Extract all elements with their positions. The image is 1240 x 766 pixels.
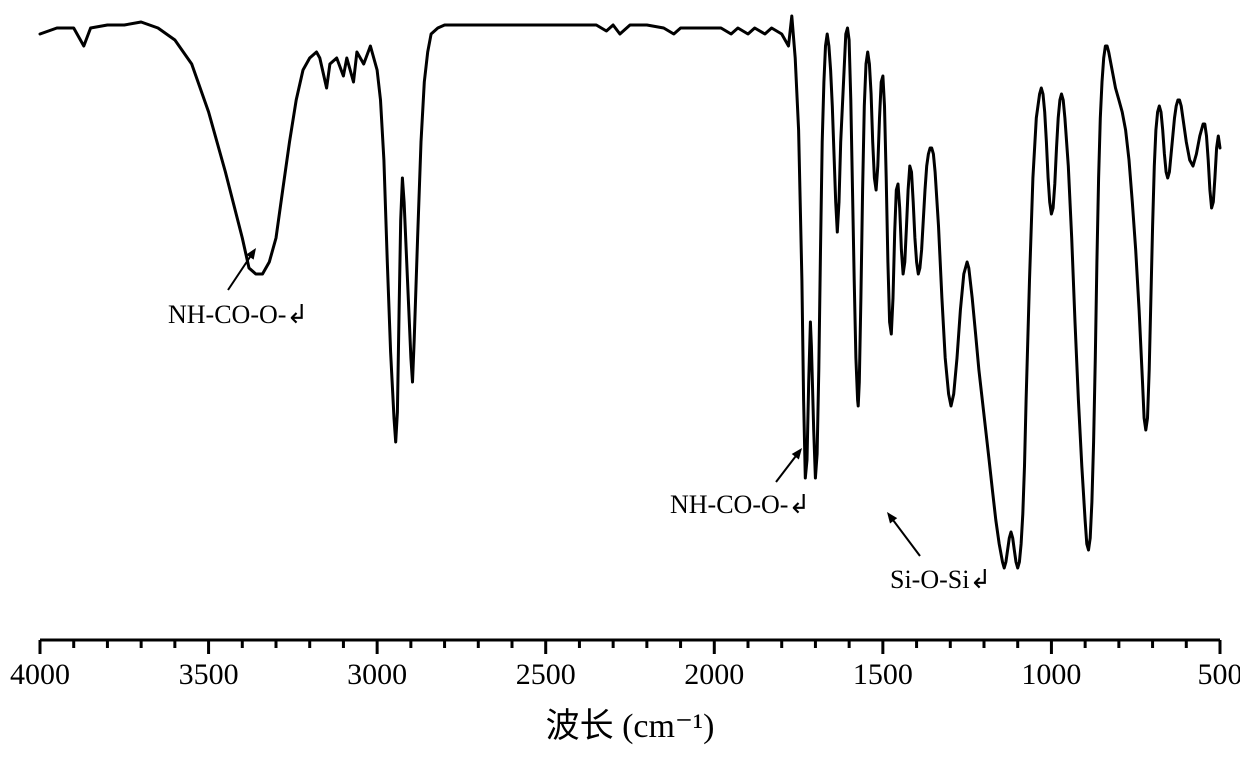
ir-spectrum-chart: 4000 3500 3000 2500 2000 1500 1000 500 波长 (cm⁻¹)… (0, 0, 1240, 761)
x-tick-label: 2500 (516, 658, 576, 692)
annotation-arrow-head (887, 512, 897, 524)
peak-annotation: Si-O-Si↲ (890, 565, 991, 595)
annotation-arrow-shaft (776, 453, 798, 482)
spectrum-line (40, 16, 1220, 568)
x-tick-label: 2000 (684, 658, 744, 692)
x-axis-label: 波长 (cm⁻¹) (546, 698, 715, 747)
chart-svg (0, 0, 1240, 761)
annotation-arrow-shaft (891, 517, 920, 556)
x-tick-label: 1000 (1021, 658, 1081, 692)
x-tick-label: 3500 (179, 658, 239, 692)
peak-annotation: NH-CO-O-↲ (168, 300, 308, 330)
x-tick-label: 3000 (347, 658, 407, 692)
peak-annotation: NH-CO-O-↲ (670, 490, 810, 520)
annotation-arrow-shaft (228, 253, 252, 290)
x-tick-label: 1500 (853, 658, 913, 692)
annotation-arrow-head (792, 448, 802, 459)
x-tick-label: 4000 (10, 658, 70, 692)
x-tick-label: 500 (1198, 658, 1240, 692)
